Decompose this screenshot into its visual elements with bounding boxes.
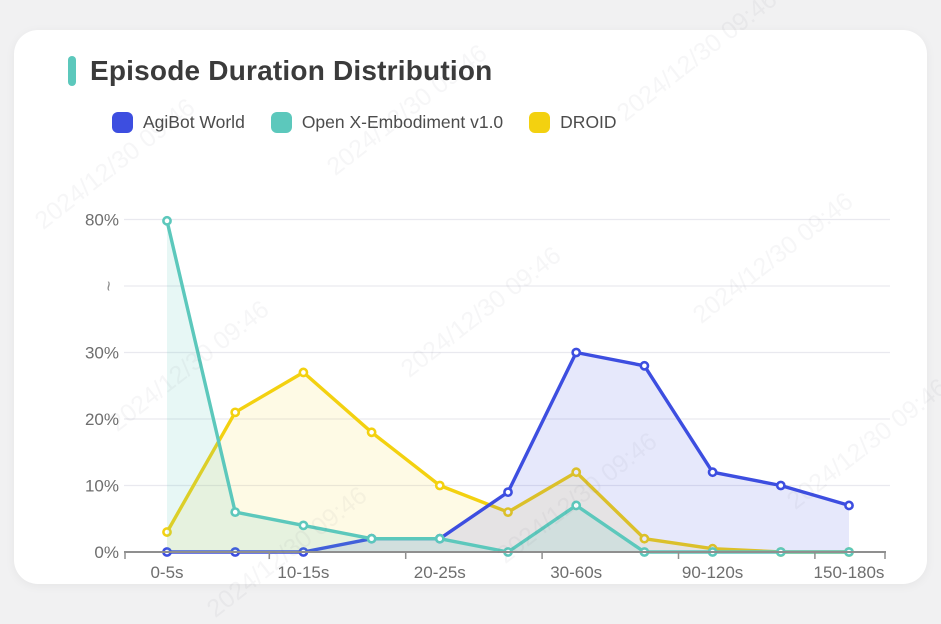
data-point-marker: [503, 507, 513, 517]
x-axis-label: 150-180s: [814, 563, 885, 582]
page-root: Episode Duration Distribution AgiBot Wor…: [14, 30, 927, 584]
y-axis-break-symbol: ~: [98, 281, 118, 292]
series-area: [167, 220, 849, 553]
y-axis-label: 30%: [85, 344, 119, 363]
page-title: Episode Duration Distribution: [90, 55, 493, 86]
data-point-marker: [434, 480, 445, 491]
legend-item-open-x-embodiment[interactable]: Open X-Embodiment v1.0: [270, 112, 504, 133]
data-point-marker: [366, 427, 377, 438]
series-area: [167, 372, 849, 552]
data-point-marker: [298, 520, 309, 531]
x-axis-label: 0-5s: [150, 563, 183, 582]
x-axis-label: 20-25s: [414, 563, 466, 582]
chart-canvas: 0-5s 10-15s 20-25s 30-60s 90-120s 150-180s 0% 1…: [85, 211, 890, 582]
legend-label: AgiBot World: [143, 112, 245, 132]
data-point-marker: [639, 360, 650, 371]
legend-swatch-open-x-embodiment: [270, 112, 292, 133]
data-point-marker: [844, 500, 854, 511]
legend-label: DROID: [560, 112, 617, 132]
data-point-marker: [503, 487, 513, 498]
data-point-marker: [298, 367, 309, 378]
y-axis-label: 20%: [85, 410, 119, 429]
data-point-marker: [230, 407, 241, 418]
data-point-marker: [707, 467, 718, 478]
y-axis-label: 10%: [85, 477, 119, 496]
chart-legend: AgiBot World Open X-Embodiment v1.0 DROI…: [112, 112, 617, 133]
title-accent-bar: [68, 56, 76, 86]
data-point-marker: [162, 527, 172, 537]
legend-label: Open X-Embodiment v1.0: [301, 112, 504, 132]
legend-swatch-droid: [529, 112, 551, 133]
chart-card: Episode Duration Distribution AgiBot Wor…: [14, 30, 927, 584]
x-axis-label: 10-15s: [277, 563, 329, 582]
data-point-marker: [434, 533, 445, 544]
x-axis-label: 90-120s: [682, 563, 743, 582]
data-point-marker: [571, 500, 582, 511]
series-area: [167, 352, 849, 552]
legend-item-agibot-world[interactable]: AgiBot World: [112, 112, 245, 133]
duration-distribution-chart: 0-5s 10-15s 20-25s 30-60s 90-120s 150-180s 0% 1…: [14, 180, 941, 610]
y-axis-label: 80%: [85, 211, 119, 230]
legend-item-droid[interactable]: DROID: [529, 112, 617, 133]
card-header: Episode Duration Distribution: [68, 55, 492, 87]
data-point-marker: [639, 533, 650, 544]
data-point-marker: [366, 533, 377, 544]
data-point-marker: [775, 480, 786, 491]
legend-swatch-agibot-world: [112, 112, 133, 133]
y-axis-label: 0%: [94, 543, 119, 562]
data-point-marker: [162, 215, 172, 226]
data-point-marker: [230, 507, 241, 517]
x-axis-label: 30-60s: [550, 563, 602, 582]
data-point-marker: [571, 467, 582, 478]
data-point-marker: [571, 347, 582, 358]
